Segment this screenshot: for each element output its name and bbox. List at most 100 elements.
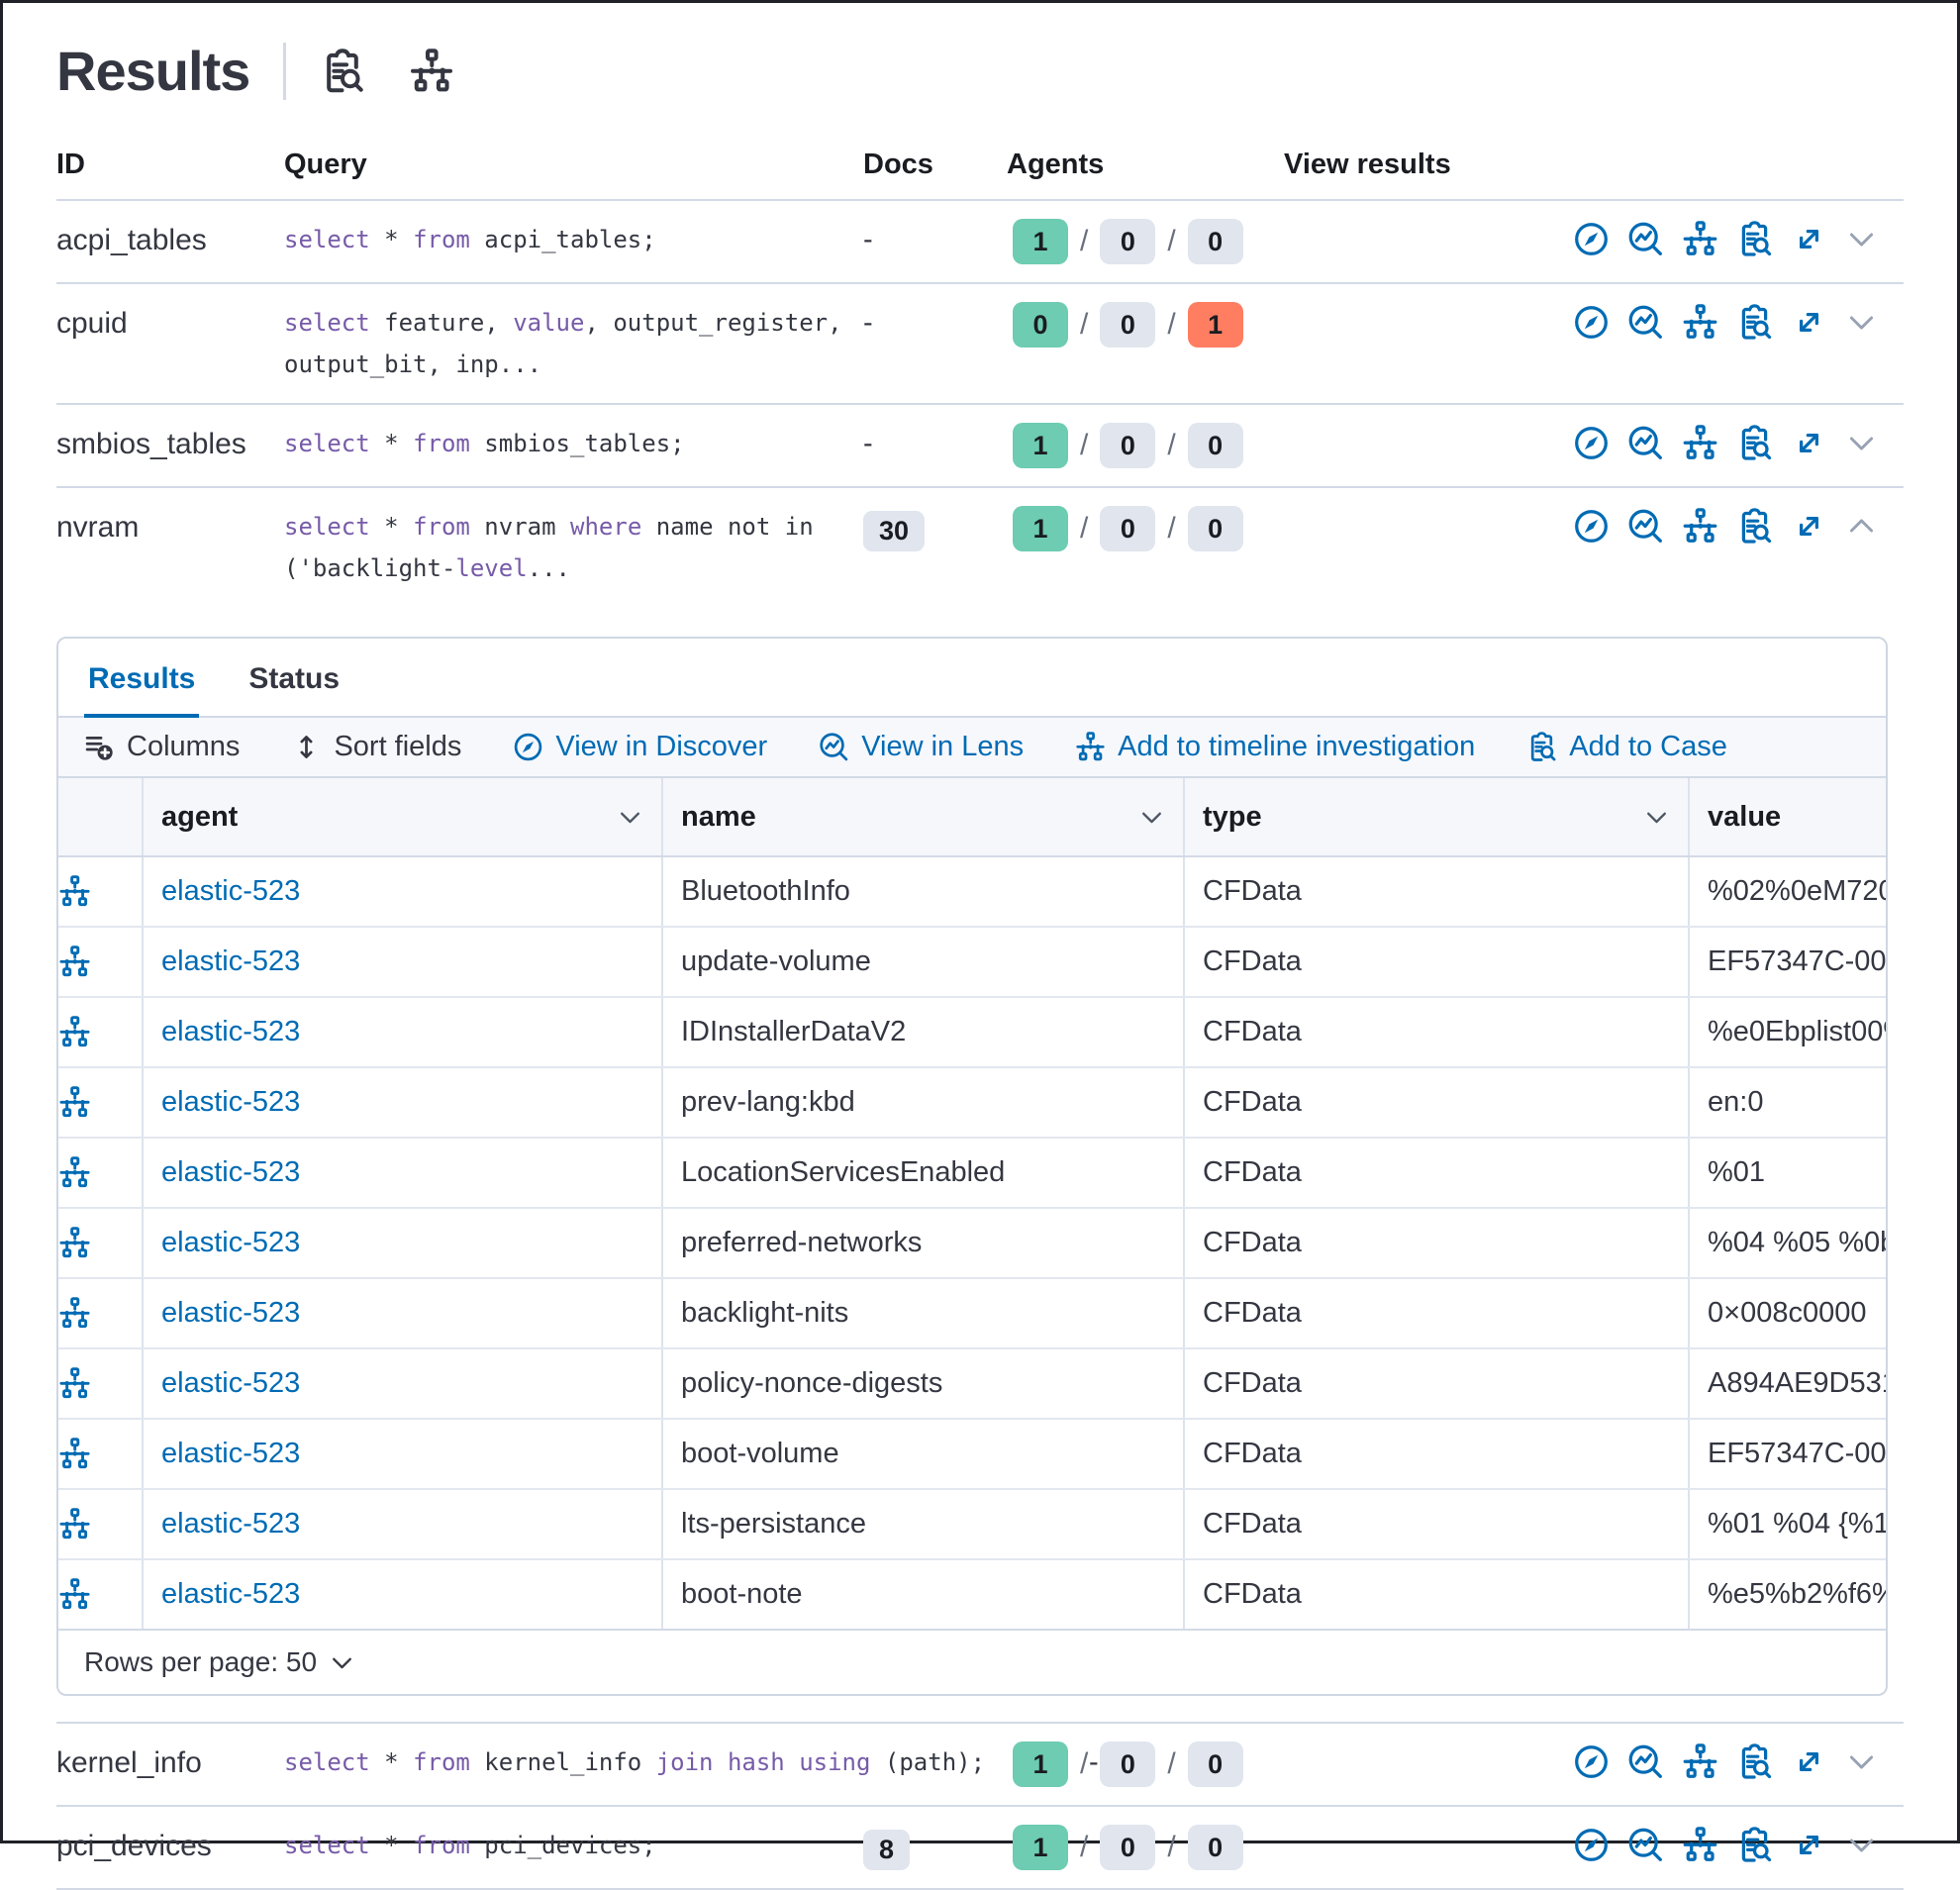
timeline-icon[interactable] (58, 1438, 91, 1470)
query-docs: 30 (863, 506, 1007, 551)
timeline-icon[interactable] (58, 1016, 91, 1048)
expand-results-button[interactable] (1791, 425, 1827, 461)
agents-pending-badge: 0 (1100, 1825, 1156, 1870)
add-to-timeline-button[interactable] (1682, 304, 1718, 341)
result-type: CFData (1183, 928, 1688, 996)
agents-pending-badge: 0 (1100, 302, 1156, 348)
collapse-row-button[interactable] (1845, 510, 1878, 543)
agent-link[interactable]: elastic-523 (161, 1438, 301, 1469)
result-row: elastic-523 policy-nonce-digests CFData … (58, 1349, 1886, 1420)
expand-results-button[interactable] (1791, 304, 1827, 341)
query-id: smbios_tables (56, 428, 246, 460)
view-in-lens-button[interactable] (1627, 425, 1664, 461)
expand-results-button[interactable] (1791, 221, 1827, 257)
add-to-timeline-investigation-button[interactable]: Add to timeline investigation (1075, 731, 1475, 763)
view-in-discover-button[interactable] (1573, 304, 1610, 341)
view-in-discover-button[interactable] (1573, 425, 1610, 461)
timeline-icon[interactable] (58, 945, 91, 978)
timeline-icon[interactable] (58, 1297, 91, 1330)
query-sql: select * from nvram where name not in ('… (284, 513, 814, 582)
agents-separator: / (1080, 308, 1089, 341)
view-in-lens-button[interactable] (1627, 508, 1664, 545)
query-id: nvram (56, 511, 140, 544)
tab-status[interactable]: Status (245, 639, 343, 718)
agents-success-badge: 1 (1013, 423, 1068, 468)
columns-button[interactable]: Columns (84, 731, 240, 763)
timeline-icon[interactable] (58, 1367, 91, 1400)
timeline-icon[interactable] (58, 875, 91, 908)
add-to-case-button[interactable] (1736, 1743, 1773, 1780)
agent-link[interactable]: elastic-523 (161, 1297, 301, 1329)
add-to-case-button[interactable] (1736, 508, 1773, 545)
agent-link[interactable]: elastic-523 (161, 1508, 301, 1540)
agent-link[interactable]: elastic-523 (161, 1227, 301, 1258)
grid-header-name[interactable]: name (661, 778, 1183, 855)
expand-row-button[interactable] (1845, 427, 1878, 459)
view-results-actions (1284, 506, 1904, 545)
query-row: smbios_tables select * from smbios_table… (56, 403, 1904, 486)
agent-link[interactable]: elastic-523 (161, 1578, 301, 1610)
add-to-timeline-button[interactable] (1682, 1827, 1718, 1863)
expand-row-button[interactable] (1845, 223, 1878, 255)
agent-link[interactable]: elastic-523 (161, 945, 301, 977)
agent-link[interactable]: elastic-523 (161, 1016, 301, 1047)
view-in-discover-button[interactable] (1573, 221, 1610, 257)
view-in-lens-button[interactable] (1627, 304, 1664, 341)
expand-row-button[interactable] (1845, 306, 1878, 339)
agent-link[interactable]: elastic-523 (161, 1156, 301, 1188)
agent-link[interactable]: elastic-523 (161, 875, 301, 907)
columns-icon (84, 732, 115, 762)
inspect-results-icon[interactable] (320, 48, 365, 94)
view-in-lens-button[interactable] (1627, 221, 1664, 257)
add-to-case-button[interactable]: Add to Case (1526, 731, 1727, 763)
expand-row-button[interactable] (1845, 1829, 1878, 1861)
add-to-case-button[interactable] (1736, 221, 1773, 257)
add-to-case-button[interactable] (1736, 425, 1773, 461)
agents-failed-badge: 0 (1187, 1741, 1243, 1787)
expand-row-button[interactable] (1845, 1745, 1878, 1778)
view-in-lens-button[interactable] (1627, 1743, 1664, 1780)
expand-results-button[interactable] (1791, 1827, 1827, 1863)
add-to-case-button[interactable] (1736, 1827, 1773, 1863)
timeline-icon[interactable] (58, 1578, 91, 1611)
grid-header-type[interactable]: type (1183, 778, 1688, 855)
result-name: preferred-networks (661, 1209, 1183, 1277)
add-to-timeline-button[interactable] (1682, 425, 1718, 461)
result-type: CFData (1183, 1209, 1688, 1277)
result-name: BluetoothInfo (661, 857, 1183, 926)
rows-per-page-button[interactable]: Rows per page: 50 (58, 1629, 1886, 1694)
add-to-case-button[interactable] (1736, 304, 1773, 341)
view-in-discover-button[interactable] (1573, 1827, 1610, 1863)
add-to-timeline-button[interactable] (1682, 508, 1718, 545)
result-row: elastic-523 IDInstallerDataV2 CFData %e0… (58, 998, 1886, 1068)
result-name: backlight-nits (661, 1279, 1183, 1347)
timeline-icon[interactable] (409, 48, 454, 94)
view-in-discover-button[interactable] (1573, 1743, 1610, 1780)
expand-results-button[interactable] (1791, 1743, 1827, 1780)
query-row: acpi_tables select * from acpi_tables; -… (56, 199, 1904, 282)
add-to-timeline-button[interactable] (1682, 1743, 1718, 1780)
agents-success-badge: 1 (1013, 1825, 1068, 1870)
timeline-icon[interactable] (58, 1156, 91, 1189)
lens-icon (819, 732, 849, 762)
view-in-lens-button[interactable] (1627, 1827, 1664, 1863)
result-value: %01 %04 {%14 (1688, 1490, 1886, 1558)
agent-link[interactable]: elastic-523 (161, 1367, 301, 1399)
agent-link[interactable]: elastic-523 (161, 1086, 301, 1118)
view-in-discover-button[interactable]: View in Discover (513, 731, 767, 763)
timeline-icon[interactable] (58, 1086, 91, 1119)
result-type: CFData (1183, 1560, 1688, 1629)
grid-header-agent[interactable]: agent (142, 778, 661, 855)
timeline-icon[interactable] (58, 1227, 91, 1259)
view-in-discover-button[interactable] (1573, 508, 1610, 545)
result-row: elastic-523 BluetoothInfo CFData %02%0eM… (58, 857, 1886, 928)
expand-results-button[interactable] (1791, 508, 1827, 545)
add-to-timeline-button[interactable] (1682, 221, 1718, 257)
result-value: en:0 (1688, 1068, 1886, 1137)
tab-results[interactable]: Results (84, 639, 200, 718)
query-row: kernel_info select * from kernel_info jo… (56, 1722, 1904, 1805)
timeline-icon[interactable] (58, 1508, 91, 1541)
sort-fields-button[interactable]: Sort fields (291, 731, 461, 763)
agents-separator: / (1167, 429, 1176, 461)
view-in-lens-button[interactable]: View in Lens (819, 731, 1024, 763)
